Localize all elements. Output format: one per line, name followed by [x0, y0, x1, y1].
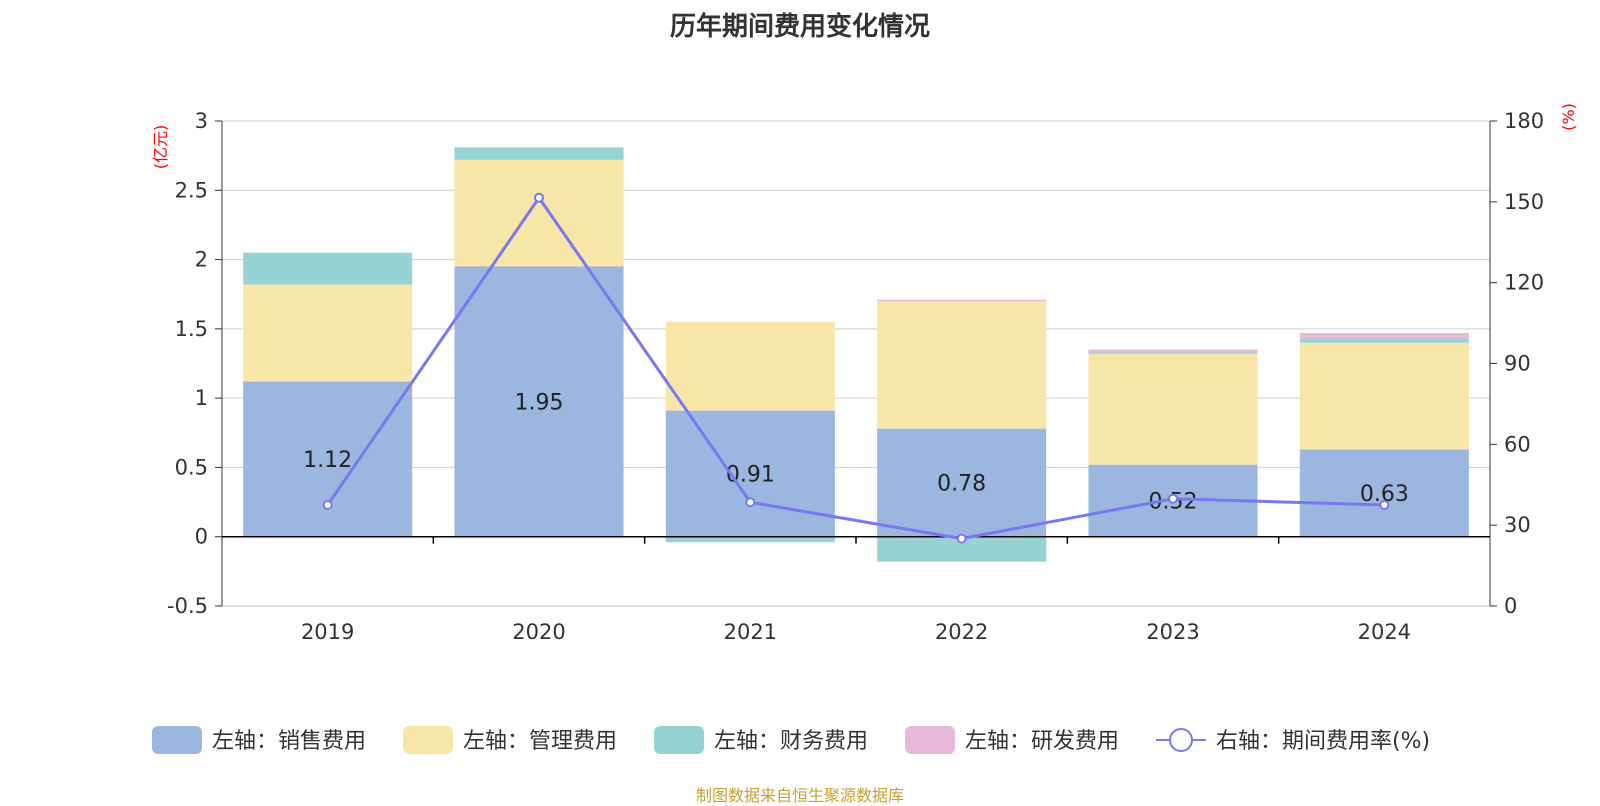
bar-2022-series-0	[877, 428, 1047, 537]
bar-2024-series-3	[1299, 333, 1469, 339]
left-tick-label: 1	[195, 386, 208, 410]
bar-value-label: 1.95	[515, 391, 564, 416]
bars	[243, 147, 1469, 562]
bar-2021-series-2	[665, 536, 835, 543]
source-note: 制图数据来自恒生聚源数据库	[695, 786, 904, 805]
legend-swatch	[403, 726, 453, 754]
rate-point	[956, 533, 967, 544]
x-tick-label: 2020	[512, 620, 565, 644]
x-tick-label: 2019	[301, 620, 354, 644]
legend-label: 右轴：期间费用率(%)	[1216, 729, 1430, 754]
rate-point	[745, 497, 756, 508]
x-tick-label: 2023	[1146, 620, 1199, 644]
bar-2023-series-3	[1088, 349, 1258, 353]
legend-swatch	[152, 726, 202, 754]
bar-2022-series-1	[877, 301, 1047, 429]
bar-value-label: 0.91	[726, 463, 775, 488]
rate-point	[322, 499, 333, 510]
rate-line	[322, 192, 1390, 544]
right-tick-label: 30	[1504, 513, 1531, 537]
bar-2019-series-2	[243, 252, 413, 285]
right-tick-label: 60	[1504, 432, 1531, 456]
legend-swatch	[654, 726, 704, 754]
left-axis-unit: (亿元)	[151, 125, 170, 170]
x-tick-label: 2024	[1358, 620, 1411, 644]
right-tick-label: 0	[1504, 594, 1517, 618]
rate-line-path	[326, 195, 1385, 541]
bar-2024-series-1	[1299, 342, 1469, 450]
right-tick-label: 120	[1504, 271, 1544, 295]
left-tick-label: 0	[195, 525, 208, 549]
rate-point	[534, 192, 544, 203]
right-axis-unit: (%)	[1559, 103, 1578, 131]
left-tick-label: 1.5	[175, 317, 208, 341]
right-tick-label: 180	[1504, 109, 1544, 133]
left-tick-label: 2.5	[175, 178, 208, 202]
legend-swatch	[905, 726, 955, 754]
x-tick-label: 2022	[935, 620, 988, 644]
rate-point	[1168, 493, 1178, 504]
legend: 左轴：销售费用 左轴：管理费用 左轴：财务费用 左轴：研发费用 右轴：期间费用率(%)	[152, 726, 1430, 754]
left-tick-label: 0.5	[175, 455, 208, 479]
legend-label: 左轴：销售费用	[212, 729, 366, 754]
left-tick-label: -0.5	[167, 594, 208, 618]
bar-2023-series-2	[1088, 352, 1258, 354]
left-tick-label: 2	[195, 248, 208, 272]
bar-2021-series-0	[665, 410, 835, 537]
legend-line-marker	[1169, 728, 1193, 752]
bar-2024-series-2	[1299, 338, 1469, 343]
left-tick-label: 3	[195, 109, 208, 133]
right-tick-label: 150	[1504, 190, 1544, 214]
bar-value-label: 0.78	[937, 472, 986, 497]
bar-2021-series-1	[665, 321, 835, 411]
bar-2020-series-0	[454, 266, 624, 537]
bar-2020-series-2	[454, 147, 624, 160]
bar-2022-series-3	[877, 299, 1047, 302]
legend-label: 左轴：财务费用	[714, 729, 868, 754]
bar-2020-series-1	[454, 159, 624, 267]
x-tick-label: 2021	[724, 620, 777, 644]
bar-2023-series-1	[1088, 353, 1258, 465]
legend-label: 左轴：管理费用	[463, 729, 617, 754]
chart-title: 历年期间费用变化情况	[669, 12, 930, 42]
bar-2024-series-0	[1299, 449, 1469, 537]
rate-point	[1379, 499, 1390, 510]
bar-2019-series-0	[243, 381, 413, 537]
legend-label: 左轴：研发费用	[965, 729, 1119, 754]
right-tick-label: 90	[1504, 352, 1531, 376]
bar-value-label: 1.12	[303, 448, 352, 473]
bar-2019-series-1	[243, 284, 413, 382]
